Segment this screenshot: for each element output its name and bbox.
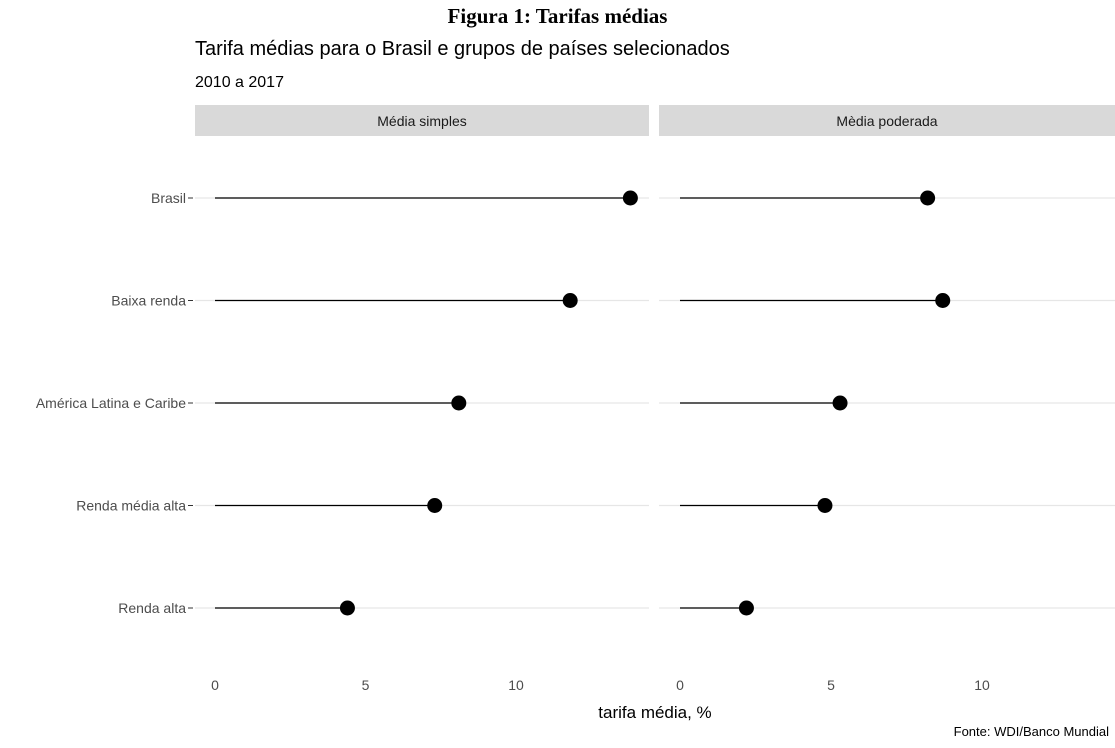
data-point	[738, 600, 754, 616]
x-tick-label: 0	[676, 677, 684, 693]
facet-label: Média simples	[377, 113, 466, 129]
facet-strip	[195, 105, 649, 136]
y-tick-label: Brasil	[151, 190, 186, 206]
data-point	[622, 190, 638, 206]
x-tick-label: 5	[827, 677, 835, 693]
chart-subtitle: 2010 a 2017	[195, 74, 284, 91]
facet-label: Mèdia poderada	[836, 113, 937, 129]
data-point	[451, 395, 467, 411]
y-tick-label: América Latina e Caribe	[36, 395, 186, 411]
source-caption: Fonte: WDI/Banco Mundial	[953, 724, 1109, 739]
y-tick-label: Renda média alta	[76, 498, 186, 514]
data-point	[339, 600, 355, 616]
x-tick-label: 10	[974, 677, 990, 693]
data-point	[935, 293, 951, 308]
data-point	[562, 293, 578, 308]
y-tick-label: Baixa renda	[111, 293, 186, 309]
x-tick-label: 10	[508, 677, 524, 693]
data-point	[920, 190, 936, 206]
data-point	[832, 395, 848, 411]
x-tick-label: 0	[211, 677, 219, 693]
x-axis-title: tarifa média, %	[598, 703, 711, 722]
data-point	[817, 498, 833, 513]
y-tick-label: Renda alta	[118, 600, 186, 616]
chart-title: Tarifa médias para o Brasil e grupos de …	[195, 38, 730, 60]
figure-title: Figura 1: Tarifas médias	[447, 4, 668, 28]
x-tick-label: 5	[362, 677, 370, 693]
facet-strip	[659, 105, 1115, 136]
data-point	[427, 498, 443, 513]
